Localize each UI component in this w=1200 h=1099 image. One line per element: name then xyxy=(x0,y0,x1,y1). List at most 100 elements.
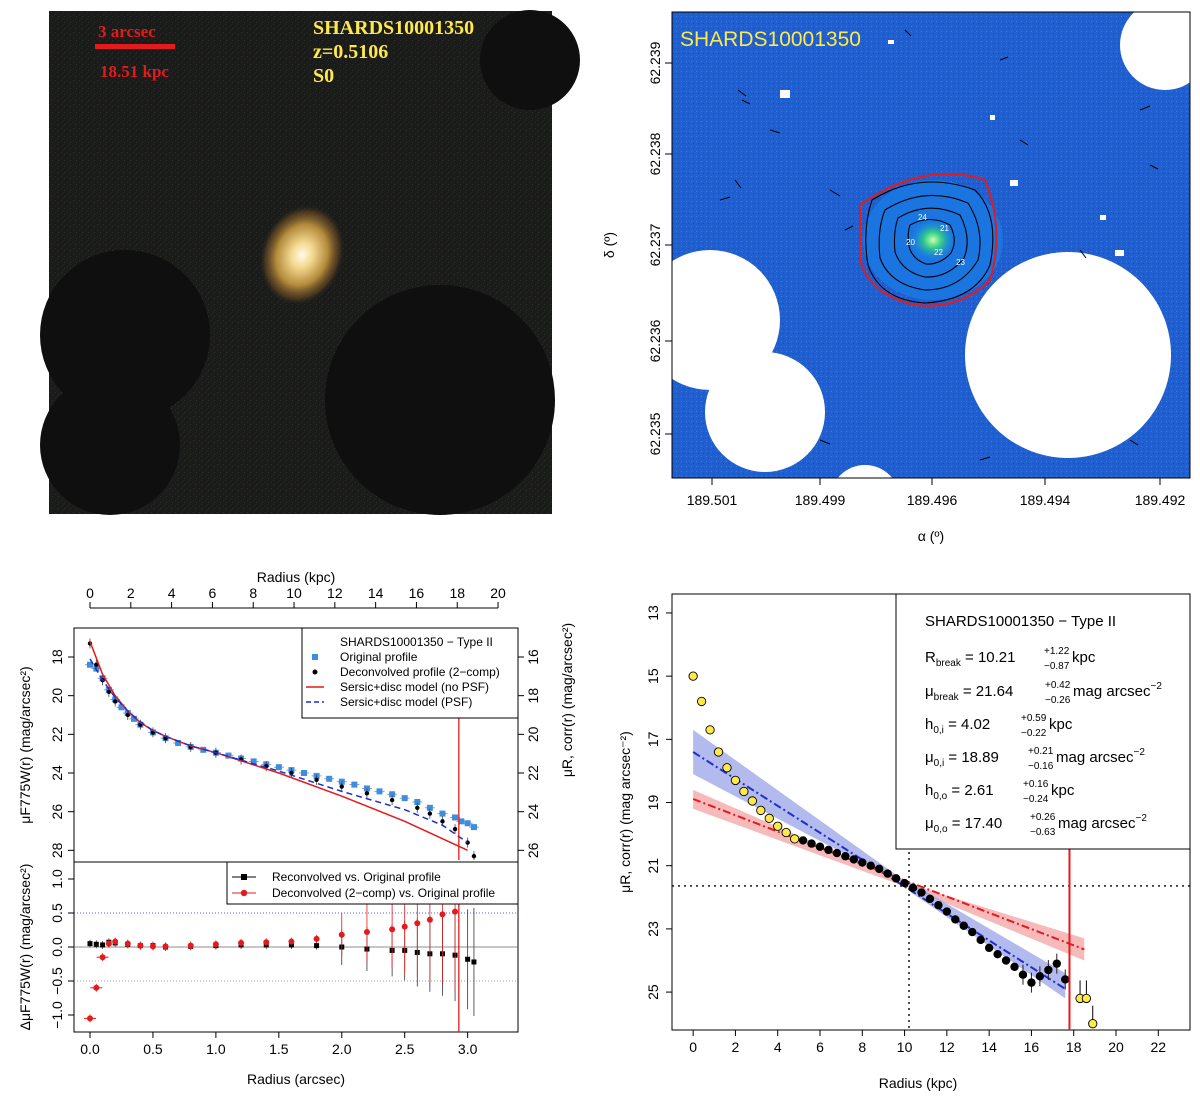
model-psf-line xyxy=(89,658,469,844)
scale-label: 3 arcsec xyxy=(98,22,156,41)
fitted-point xyxy=(968,927,977,937)
deconvolved-residual-point xyxy=(338,931,345,938)
param-mubreak-upper: +0.42 xyxy=(1045,680,1071,691)
fitted-point xyxy=(866,861,875,870)
excluded-point xyxy=(781,827,791,838)
deconvolved-point xyxy=(339,784,344,789)
deconvolved-residual-point xyxy=(426,916,433,923)
deconvolved-point xyxy=(452,826,458,832)
y-tick-label: 24 xyxy=(49,765,65,781)
y-tick-label: 20 xyxy=(49,688,65,704)
legend-deconv-residual: Deconvolved (2−comp) vs. Original profil… xyxy=(272,886,495,900)
reconvolved-point xyxy=(100,942,106,948)
param-mubreak: μbreak = 21.64 xyxy=(925,683,1013,703)
right-tick-label: 18 xyxy=(525,688,541,704)
x-tick-label: 18 xyxy=(1066,1039,1082,1055)
excluded-point xyxy=(739,786,749,797)
excluded-point xyxy=(688,671,698,681)
top-tick-label: 8 xyxy=(249,585,257,601)
fitted-point xyxy=(815,842,825,851)
deconvolved-residual-point xyxy=(124,940,131,947)
x-tick-label: 1.0 xyxy=(206,1041,226,1057)
fitted-point xyxy=(891,874,901,883)
deconvolved-point xyxy=(106,689,112,694)
original-point xyxy=(131,715,138,722)
deconvolved-point xyxy=(440,819,445,824)
x-tick-label: 16 xyxy=(1024,1039,1040,1055)
break-fit-marks xyxy=(672,594,1190,1030)
excluded-point xyxy=(713,747,724,757)
map-y-tick: 62.235 xyxy=(647,412,663,455)
profile-legend: SHARDS10001350 − Type II Original profil… xyxy=(301,627,519,719)
excluded-point xyxy=(722,763,732,773)
right-tick-label: 26 xyxy=(525,842,541,858)
deconvolved-point xyxy=(125,712,130,718)
top-tick-label: 14 xyxy=(368,585,384,601)
residual-legend: Reconvolved vs. Original profile Deconvo… xyxy=(226,861,519,905)
x-tick-label: 0.5 xyxy=(143,1041,163,1057)
y-tick-label: 23 xyxy=(645,921,661,937)
excluded-point xyxy=(1081,993,1092,1004)
galaxy-blob xyxy=(258,204,346,306)
break-fit-y-label: μR, corr(r) (mag arcsec⁻²) xyxy=(617,731,633,893)
y-tick-label: 28 xyxy=(49,842,65,858)
fitted-point xyxy=(993,949,1002,959)
original-point xyxy=(301,770,307,776)
fitted-point xyxy=(858,858,867,867)
right-tick-label: 24 xyxy=(525,804,541,820)
scale-bar xyxy=(95,44,175,49)
deconvolved-point xyxy=(94,662,99,667)
break-ellipse xyxy=(859,172,998,307)
excluded-point xyxy=(705,725,715,735)
deconvolved-residual-point xyxy=(149,943,156,950)
y-tick-label: 0.0 xyxy=(49,937,65,957)
contour-label: 21 xyxy=(940,224,949,233)
original-point xyxy=(452,814,459,821)
fitted-point xyxy=(824,845,833,855)
original-point xyxy=(464,820,471,827)
top-tick-label: 2 xyxy=(127,585,135,601)
legend-model-psf: Sersic+disc model (PSF) xyxy=(340,695,472,709)
param-rbreak-lower: −0.87 xyxy=(1044,661,1070,672)
fitted-point xyxy=(1035,972,1045,981)
isophote-contours xyxy=(865,181,994,304)
top-tick-label: 16 xyxy=(409,585,425,601)
fitted-point xyxy=(908,883,918,893)
legend-model-nopsf: Sersic+disc model (no PSF) xyxy=(340,680,489,694)
galaxy-name: SHARDS10001350 xyxy=(313,17,474,39)
top-tick-label: 12 xyxy=(327,585,343,601)
param-mu0i-upper: +0.21 xyxy=(1028,746,1054,757)
original-point xyxy=(87,661,93,668)
x-tick-label: 2.0 xyxy=(332,1041,352,1057)
y-tick-label: 17 xyxy=(645,731,661,747)
y-tick-label: 19 xyxy=(645,795,661,811)
param-rbreak: Rbreak = 10.21 xyxy=(925,649,1016,669)
deconvolved-residual-point xyxy=(389,926,396,933)
param-mu0o-upper: +0.26 xyxy=(1030,812,1056,823)
original-point xyxy=(401,795,408,802)
legend-deconvolved: Deconvolved profile (2−comp) xyxy=(340,665,500,679)
original-point xyxy=(389,791,396,798)
fitted-point xyxy=(976,935,985,945)
deconvolved-residual-point xyxy=(93,984,100,991)
fitted-point xyxy=(1044,965,1053,975)
fitted-point xyxy=(984,943,994,953)
deconvolved-point xyxy=(389,797,395,803)
deconvolved-residual-point xyxy=(99,954,106,961)
legend-reconvolved: Reconvolved vs. Original profile xyxy=(272,870,441,884)
mask-blob xyxy=(325,285,555,515)
y-tick-label: 1.0 xyxy=(49,869,65,889)
param-mu0o-lower: −0.63 xyxy=(1030,827,1056,838)
map-x-tick: 189.492 xyxy=(1135,492,1186,508)
x-tick-label: 22 xyxy=(1150,1039,1166,1055)
param-h0i-unit: kpc xyxy=(1049,716,1073,733)
x-tick-label: 4 xyxy=(774,1039,782,1055)
deconvolved-residual-point xyxy=(414,920,421,927)
deconvolved-point xyxy=(415,805,420,810)
param-h0i-lower: −0.22 xyxy=(1021,728,1047,739)
map-y-tick: 62.238 xyxy=(647,132,663,175)
map-x-tick: 189.494 xyxy=(1020,492,1071,508)
fitted-point xyxy=(917,888,926,897)
original-point xyxy=(225,752,232,759)
mask-circle xyxy=(965,252,1171,458)
